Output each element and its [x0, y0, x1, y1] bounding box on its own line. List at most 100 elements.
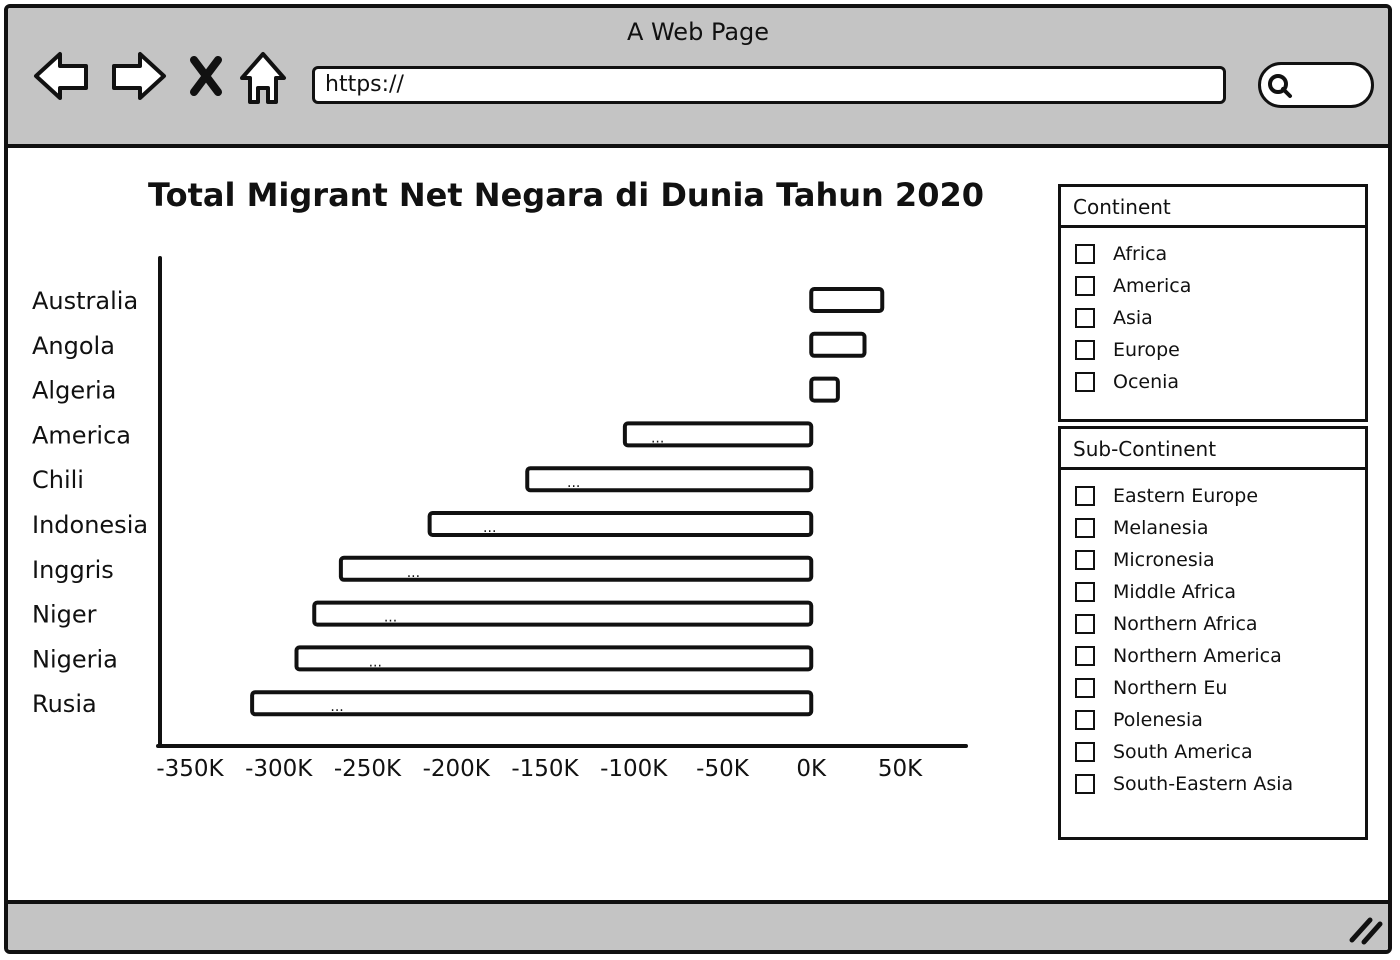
arrow-left-icon[interactable]: [32, 50, 92, 102]
subcontinent-option-melanesia[interactable]: Melanesia: [1061, 512, 1365, 544]
subcontinent-option-northern-eu[interactable]: Northern Eu: [1061, 672, 1365, 704]
checkbox[interactable]: [1075, 340, 1095, 360]
checkbox[interactable]: [1075, 710, 1095, 730]
bar-data-label: ...: [651, 430, 664, 446]
continent-option-europe[interactable]: Europe: [1061, 334, 1365, 366]
checkbox-label: Eastern Europe: [1113, 485, 1259, 507]
category-label-angola: Angola: [32, 332, 115, 360]
category-label-chili: Chili: [32, 466, 84, 494]
checkbox-label: South-Eastern Asia: [1113, 773, 1294, 795]
checkbox-label: Northern Africa: [1113, 613, 1258, 635]
bar-data-label: ...: [330, 699, 343, 715]
subcontinent-option-middle-africa[interactable]: Middle Africa: [1061, 576, 1365, 608]
checkbox-label: Micronesia: [1113, 549, 1215, 571]
window-title: A Web Page: [626, 18, 770, 46]
bar-indonesia: [427, 511, 814, 537]
bar-rusia: [250, 690, 814, 717]
subcontinent-filter-title: Sub-Continent: [1061, 429, 1365, 470]
bar-inggris: [338, 555, 814, 582]
close-icon[interactable]: [188, 56, 224, 96]
category-label-australia: Australia: [32, 287, 138, 315]
checkbox[interactable]: [1075, 774, 1095, 794]
home-icon[interactable]: [238, 50, 288, 106]
bar-data-label: ...: [407, 565, 420, 581]
subcontinent-filter-panel: Sub-Continent Eastern Europe Melanesia Mic…: [1058, 426, 1368, 840]
checkbox-label: America: [1113, 275, 1192, 297]
address-bar[interactable]: https://: [312, 66, 1226, 104]
bar-data-label: ...: [369, 654, 382, 670]
checkbox[interactable]: [1075, 518, 1095, 538]
checkbox[interactable]: [1075, 742, 1095, 762]
x-tick-label: -150K: [511, 756, 579, 782]
bar-data-label: ...: [567, 475, 580, 491]
checkbox-label: Northern Eu: [1113, 677, 1228, 699]
x-tick-label: -100K: [600, 756, 668, 782]
continent-option-asia[interactable]: Asia: [1061, 302, 1365, 334]
bar-chili: [525, 466, 814, 493]
x-tick-label: -250K: [334, 756, 402, 782]
x-tick-label: 50K: [878, 756, 923, 782]
status-bar: [8, 900, 1388, 950]
x-tick-label: -50K: [696, 756, 750, 782]
subcontinent-option-micronesia[interactable]: Micronesia: [1061, 544, 1365, 576]
continent-option-africa[interactable]: Africa: [1061, 238, 1365, 270]
bar-chart: ..................... Australia Angola Alg…: [32, 256, 968, 782]
bar-angola: [809, 331, 867, 358]
category-label-niger: Niger: [32, 601, 97, 629]
browser-toolbar: A Web Page https://: [8, 8, 1388, 148]
bar-australia: [809, 287, 885, 313]
checkbox[interactable]: [1075, 276, 1095, 296]
bar-data-label: ...: [483, 520, 496, 536]
search-box[interactable]: [1258, 62, 1374, 108]
checkbox[interactable]: [1075, 372, 1095, 392]
checkbox-label: Polenesia: [1113, 709, 1203, 731]
subcontinent-option-eastern-europe[interactable]: Eastern Europe: [1061, 480, 1365, 512]
arrow-right-icon[interactable]: [108, 50, 168, 102]
bar-nigeria: [294, 645, 814, 672]
subcontinent-option-south-eastern-asia[interactable]: South-Eastern Asia: [1061, 768, 1365, 800]
checkbox-label: Ocenia: [1113, 371, 1180, 393]
chart-title: Total Migrant Net Negara di Dunia Tahun …: [148, 176, 984, 214]
checkbox-label: Africa: [1113, 243, 1168, 265]
x-tick-label: -350K: [156, 756, 224, 782]
category-label-inggris: Inggris: [32, 556, 114, 584]
bar-america: [622, 421, 814, 448]
checkbox[interactable]: [1075, 550, 1095, 570]
search-icon: [1268, 74, 1292, 98]
bar-algeria: [809, 376, 840, 403]
checkbox[interactable]: [1075, 244, 1095, 264]
category-label-nigeria: Nigeria: [32, 645, 118, 673]
category-label-indonesia: Indonesia: [32, 511, 148, 539]
subcontinent-option-polenesia[interactable]: Polenesia: [1061, 704, 1365, 736]
resize-grip-icon[interactable]: [1346, 910, 1386, 946]
checkbox-label: Europe: [1113, 339, 1180, 361]
x-tick-label: -200K: [423, 756, 491, 782]
checkbox-label: South America: [1113, 741, 1253, 763]
x-tick-label: 0K: [796, 756, 827, 782]
continent-filter-title: Continent: [1061, 187, 1365, 228]
checkbox-label: Middle Africa: [1113, 581, 1236, 603]
checkbox[interactable]: [1075, 614, 1095, 634]
checkbox-label: Northern America: [1113, 645, 1282, 667]
url-text: https://: [325, 72, 404, 97]
checkbox-label: Asia: [1113, 307, 1153, 329]
continent-option-america[interactable]: America: [1061, 270, 1365, 302]
bar-data-label: ...: [384, 610, 397, 626]
continent-options: Africa America Asia Europe Ocenia: [1061, 228, 1365, 398]
checkbox-label: Melanesia: [1113, 517, 1209, 539]
subcontinent-option-south-america[interactable]: South America: [1061, 736, 1365, 768]
checkbox[interactable]: [1075, 646, 1095, 666]
continent-option-ocenia[interactable]: Ocenia: [1061, 366, 1365, 398]
bar-niger: [312, 600, 814, 627]
checkbox[interactable]: [1075, 486, 1095, 506]
category-label-rusia: Rusia: [32, 690, 97, 718]
subcontinent-option-northern-america[interactable]: Northern America: [1061, 640, 1365, 672]
checkbox[interactable]: [1075, 678, 1095, 698]
subcontinent-option-northern-africa[interactable]: Northern Africa: [1061, 608, 1365, 640]
subcontinent-options: Eastern Europe Melanesia Micronesia Middle …: [1061, 470, 1365, 800]
x-tick-label: -300K: [245, 756, 313, 782]
checkbox[interactable]: [1075, 308, 1095, 328]
continent-filter-panel: Continent Africa America Asia Europe Ocenia: [1058, 184, 1368, 422]
checkbox[interactable]: [1075, 582, 1095, 602]
category-label-algeria: Algeria: [32, 377, 116, 405]
